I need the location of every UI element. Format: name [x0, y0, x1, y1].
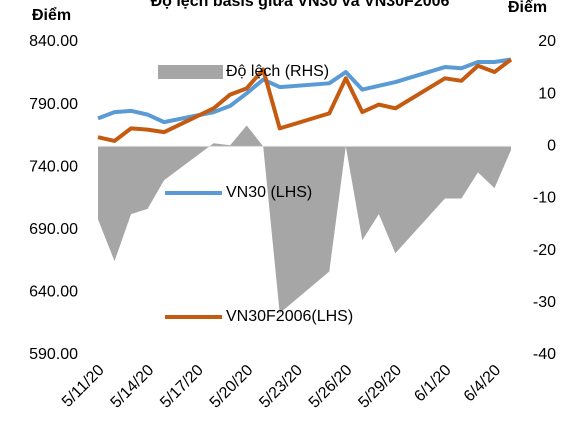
- x-tick-label: 5/17/20: [157, 362, 207, 412]
- x-tick-label: 5/14/20: [108, 362, 158, 412]
- y2-tick-label: -40: [533, 346, 556, 363]
- y2-tick-label: -20: [533, 242, 556, 259]
- legend-label: VN30 (LHS): [226, 184, 312, 201]
- y-tick-label: 840.00: [29, 33, 78, 50]
- x-tick-label: 6/1/20: [411, 362, 455, 406]
- y-axis-label: Điểm: [32, 6, 71, 24]
- area: [98, 125, 511, 314]
- x-tick-label: 5/26/20: [306, 362, 356, 412]
- line: [97, 57, 512, 125]
- x-tick-label: 5/20/20: [207, 362, 257, 412]
- x-tick-label: 5/23/20: [256, 362, 306, 412]
- y-tick-label: 740.00: [29, 158, 78, 175]
- x-tick-label: 5/29/20: [355, 362, 405, 412]
- y2-tick-label: 10: [538, 85, 556, 102]
- y2-tick-label: 0: [547, 138, 556, 155]
- y2-tick-label: -10: [533, 190, 556, 207]
- legend-label: VN30F2006(LHS): [226, 308, 353, 325]
- x-tick-label: 6/4/20: [461, 362, 505, 406]
- x-tick-label: 5/11/20: [59, 362, 108, 411]
- y2-axis-label: Điểm: [508, 0, 547, 16]
- y2-tick-label: 20: [538, 33, 556, 50]
- y-tick-label: 640.00: [29, 284, 78, 301]
- chart-title: Độ lệch basis giữa VN30 và VN30F2006: [151, 0, 450, 10]
- y-tick-label: 690.00: [29, 221, 78, 238]
- legend-swatch: [158, 65, 223, 79]
- line: [97, 57, 513, 143]
- y2-tick-label: -30: [533, 294, 556, 311]
- legend-label: Độ lệch (RHS): [226, 63, 329, 80]
- y-tick-label: 790.00: [29, 96, 78, 113]
- y-tick-label: 590.00: [29, 346, 78, 363]
